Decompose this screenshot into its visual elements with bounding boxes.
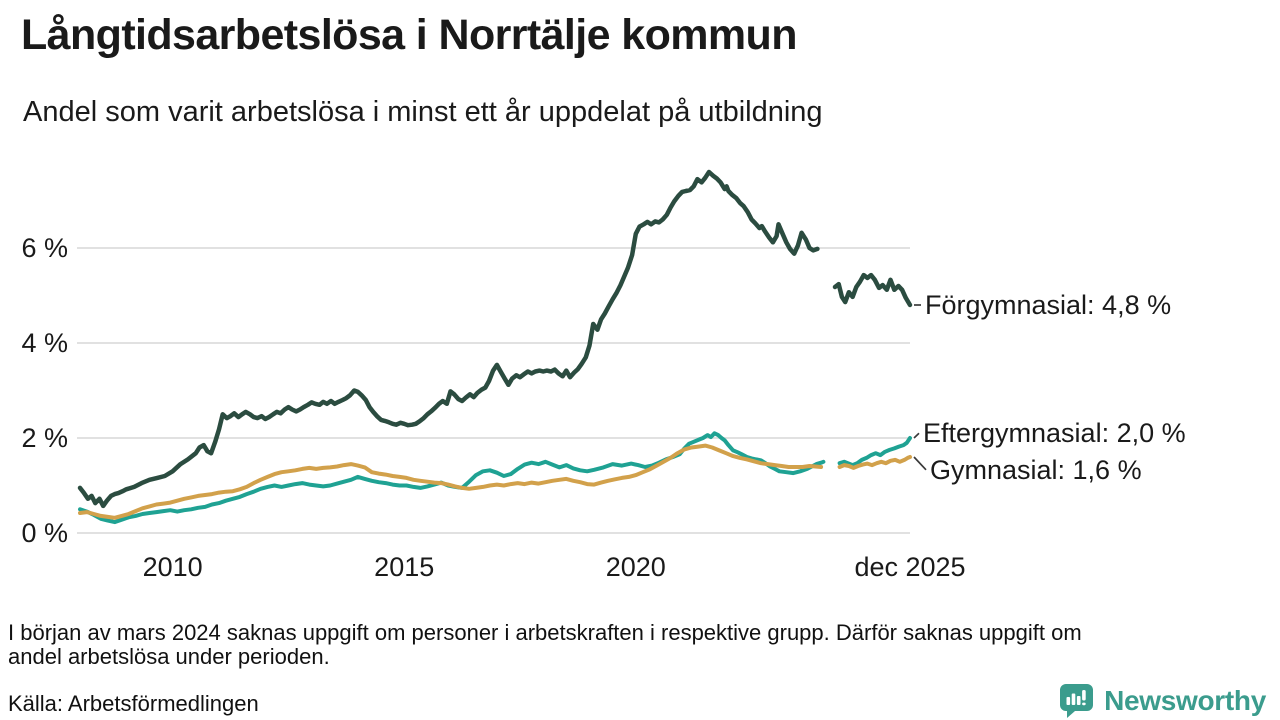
chart-subtitle: Andel som varit arbetslösa i minst ett å… <box>23 96 823 128</box>
series-line-Eftergymnasial <box>837 436 912 468</box>
y-tick-label: 6 % <box>21 233 68 263</box>
series-line-Förgymnasial <box>77 169 820 509</box>
series-line-Förgymnasial <box>832 272 913 308</box>
series-line-Gymnasial <box>78 443 824 520</box>
series-end-label-forgymnasial: Förgymnasial: 4,8 % <box>925 290 1172 320</box>
x-tick-label: 2020 <box>606 552 666 582</box>
x-tick-label: dec 2025 <box>854 552 965 582</box>
label-connector <box>913 456 927 471</box>
series-end-label-eftergymnasial: Eftergymnasial: 2,0 % <box>923 418 1186 449</box>
label-connector <box>913 432 920 439</box>
chart-footnote: I början av mars 2024 saknas uppgift om … <box>8 621 1082 669</box>
series-end-label-gymnasial: Gymnasial: 1,6 % <box>930 454 1142 485</box>
footnote-line-1: I början av mars 2024 saknas uppgift om … <box>8 620 1082 645</box>
x-tick-label: 2010 <box>143 552 203 582</box>
y-tick-label: 0 % <box>21 518 68 548</box>
newsworthy-wordmark: Newsworthy <box>1104 684 1266 716</box>
page-title: Långtidsarbetslösa i Norrtälje kommun <box>21 11 797 59</box>
newsworthy-logo: Newsworthy <box>1058 682 1266 719</box>
y-tick-label: 2 % <box>21 423 68 453</box>
x-tick-label: 2015 <box>374 552 434 582</box>
newsworthy-speech-bubble-bar-chart-icon <box>1058 682 1095 719</box>
series-line-Eftergymnasial <box>78 431 826 525</box>
series-line-Gymnasial <box>837 455 912 470</box>
footnote-line-2: andel arbetslösa under perioden. <box>8 644 330 669</box>
y-tick-label: 4 % <box>21 328 68 358</box>
source-attribution: Källa: Arbetsförmedlingen <box>8 691 259 716</box>
